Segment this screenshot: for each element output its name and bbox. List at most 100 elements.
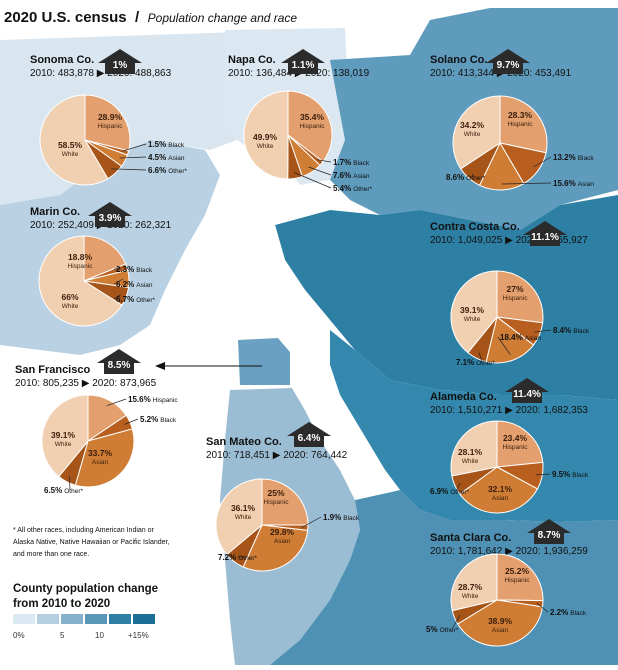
label-black-name: Black — [136, 267, 153, 274]
legend-tick-5: 5 — [60, 631, 65, 640]
label-white-name: White — [464, 131, 481, 138]
label-other: 6.9%Other* — [430, 487, 469, 496]
label-hispanic-name: Hispanic — [68, 263, 94, 270]
arrow-right-icon: ▶ — [79, 378, 92, 389]
label-black-pct: 13.2% — [553, 153, 576, 162]
pop-2010: 483,878 — [58, 68, 95, 79]
label-black-pct: 1.5% — [148, 140, 166, 149]
change-badge: 1% — [113, 60, 128, 71]
pop-2010: 1,049,025 — [458, 235, 503, 246]
label-hispanic-pct: 25.2% — [505, 566, 530, 576]
label-other: 7.1%Other* — [456, 358, 495, 367]
label-hispanic-name: Hispanic — [505, 577, 531, 584]
footnote-line-1: * All other races, including American In… — [13, 527, 155, 534]
label-hispanic-pct: 23.4% — [503, 433, 528, 443]
label-hispanic-pct: 28.3% — [508, 110, 533, 120]
population-line: 2010: 718,451 ▶ 2020: 764,442 — [206, 450, 348, 461]
label-other-name: Other* — [136, 297, 155, 304]
label-white-pct: 34.2% — [460, 120, 485, 130]
year-2020: 2020: — [92, 378, 120, 389]
header: 2020 U.S. census / Population change and… — [4, 9, 297, 26]
county-name: Napa Co. — [228, 54, 276, 66]
label-other: 5.4%Other* — [333, 184, 372, 193]
county-name: Contra Costa Co. — [430, 221, 520, 233]
arrow-right-icon: ▶ — [502, 405, 515, 416]
pop-2020: 453,491 — [535, 68, 572, 79]
label-white-name: White — [235, 514, 252, 521]
label-hispanic-name: Hispanic — [98, 123, 124, 130]
label-asian-pct: 33.7% — [88, 448, 113, 458]
label-other-pct: 5.4% — [333, 184, 351, 193]
label-asian-name: Asian — [492, 495, 509, 502]
population-line: 2010: 1,510,271 ▶ 2020: 1,682,353 — [430, 405, 588, 416]
change-badge: 8.7% — [538, 530, 561, 541]
year-2010: 2010: — [430, 68, 458, 79]
change-badge: 3.9% — [99, 213, 122, 224]
label-hispanic-pct: 15.6% — [128, 395, 151, 404]
legend-tick-10: 10 — [95, 631, 104, 640]
county-name: Santa Clara Co. — [430, 532, 511, 544]
year-2010: 2010: — [206, 450, 234, 461]
label-black-name: Black — [343, 515, 360, 522]
county-name: Alameda Co. — [430, 391, 497, 403]
label-other-pct: 8.6% — [446, 173, 464, 182]
label-black-pct: 1.9% — [323, 513, 341, 522]
year-2010: 2010: — [30, 68, 58, 79]
arrow-right-icon: ▶ — [502, 235, 515, 246]
county-name: Marin Co. — [30, 206, 80, 218]
pop-2020: 1,936,259 — [543, 546, 588, 557]
year-2010: 2010: — [430, 546, 458, 557]
legend-swatch-4 — [109, 614, 131, 624]
label-asian: 15.6%Asian — [553, 179, 594, 188]
title-separator: / — [135, 9, 140, 26]
label-black-pct: 2.2% — [550, 608, 568, 617]
label-black-name: Black — [578, 155, 595, 162]
change-badge: 6.4% — [298, 433, 321, 444]
label-asian-name: Asian — [168, 155, 185, 162]
county-name: San Francisco — [15, 364, 90, 376]
label-black-pct: 8.4% — [553, 326, 571, 335]
label-black-name: Black — [353, 160, 370, 167]
label-black-name: Black — [570, 610, 587, 617]
legend-swatch-5 — [133, 614, 155, 624]
pop-2010: 252,409 — [58, 220, 95, 231]
label-asian-name: Asian — [274, 538, 291, 545]
label-other-pct: 7.2% — [218, 553, 236, 562]
label-asian-name: Asian — [92, 459, 109, 466]
label-white-pct: 49.9% — [253, 132, 278, 142]
label-white-name: White — [62, 303, 79, 310]
label-black-name: Black — [160, 417, 177, 424]
year-2010: 2010: — [15, 378, 43, 389]
label-hispanic-name: Hispanic — [503, 295, 529, 302]
legend-swatch-0 — [13, 614, 35, 624]
arrow-right-icon: ▶ — [270, 450, 283, 461]
change-badge: 1.1% — [292, 60, 315, 71]
pop-2010: 413,344 — [458, 68, 495, 79]
label-other: 5%Other* — [426, 625, 459, 634]
year-2010: 2010: — [228, 68, 256, 79]
change-badge: 9.7% — [497, 60, 520, 71]
label-other-name: Other* — [64, 488, 83, 495]
label-hispanic-name: Hispanic — [300, 123, 326, 130]
label-other-pct: 6.6% — [148, 166, 166, 175]
label-other: 8.6%Other* — [446, 173, 485, 182]
label-asian-name: Asian — [525, 335, 542, 342]
label-asian-name: Asian — [136, 282, 153, 289]
pop-2020: 262,321 — [135, 220, 172, 231]
label-black-pct: 9.5% — [552, 470, 570, 479]
label-white-pct: 28.1% — [458, 447, 483, 457]
label-white-pct: 28.7% — [458, 582, 483, 592]
label-other-name: Other* — [440, 627, 459, 634]
label-white-name: White — [257, 143, 274, 150]
label-other-pct: 5% — [426, 625, 438, 634]
label-hispanic-pct: 35.4% — [300, 112, 325, 122]
change-badge: 11.1% — [531, 232, 559, 243]
label-asian-pct: 7.6% — [333, 171, 351, 180]
county-name: San Mateo Co. — [206, 436, 282, 448]
label-asian-name: Asian — [578, 181, 595, 188]
label-asian-name: Asian — [353, 173, 370, 180]
change-badge: 11.4% — [513, 389, 541, 400]
label-asian-pct: 6.2% — [116, 280, 134, 289]
label-hispanic-name: Hispanic — [508, 121, 534, 128]
label-white-name: White — [462, 458, 479, 465]
